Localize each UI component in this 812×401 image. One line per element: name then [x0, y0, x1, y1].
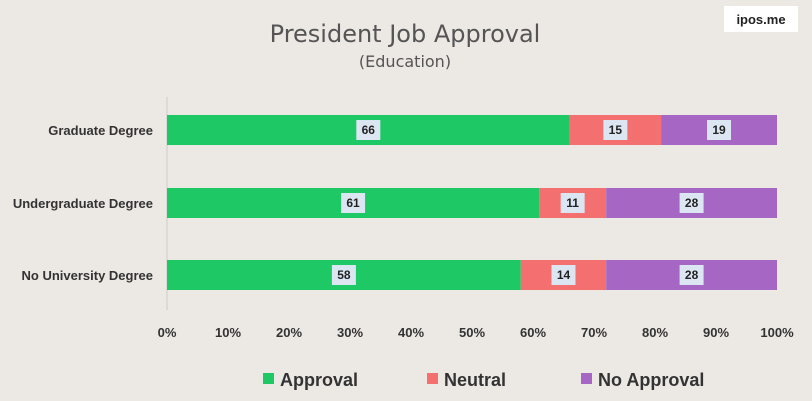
- x-tick-label: 0%: [158, 325, 177, 340]
- x-tick-label: 20%: [276, 325, 302, 340]
- x-tick-label: 30%: [337, 325, 363, 340]
- data-label-box: [707, 120, 732, 140]
- x-tick-label: 100%: [760, 325, 794, 340]
- data-label: 28: [685, 196, 699, 210]
- x-tick-label: 90%: [703, 325, 729, 340]
- x-tick-label: 40%: [398, 325, 424, 340]
- legend-label: Approval: [280, 370, 358, 390]
- x-tick-label: 10%: [215, 325, 241, 340]
- x-tick-label: 60%: [520, 325, 546, 340]
- data-label-box: [679, 265, 704, 285]
- category-label: No University Degree: [22, 268, 154, 283]
- chart-subtitle: (Education): [359, 52, 451, 71]
- data-label: 11: [566, 196, 579, 210]
- data-label-box: [679, 193, 704, 213]
- data-label: 61: [346, 196, 360, 210]
- bars-group: 66 15 19 61 11 28 58 14 28: [167, 115, 777, 290]
- data-label: 58: [337, 268, 351, 282]
- category-label: Undergraduate Degree: [13, 196, 153, 211]
- legend-label: Neutral: [444, 370, 506, 390]
- data-label: 19: [712, 123, 726, 137]
- legend-label: No Approval: [598, 370, 704, 390]
- data-label-box: [560, 193, 585, 213]
- x-tick-labels: 0% 10% 20% 30% 40% 50% 60% 70% 80% 90% 100%: [158, 325, 794, 340]
- data-label-box: [331, 265, 356, 285]
- data-label-box: [356, 120, 381, 140]
- data-label: 14: [557, 268, 571, 282]
- x-tick-label: 80%: [642, 325, 668, 340]
- legend-swatch: [581, 373, 592, 384]
- x-tick-label: 50%: [459, 325, 485, 340]
- legend-swatch: [263, 373, 274, 384]
- data-label: 28: [685, 268, 699, 282]
- data-label: 66: [362, 123, 376, 137]
- x-tick-label: 70%: [581, 325, 607, 340]
- data-label-box: [341, 193, 366, 213]
- data-label: 15: [609, 123, 623, 137]
- chart-title: President Job Approval: [270, 20, 541, 48]
- category-label: Graduate Degree: [48, 123, 153, 138]
- watermark-badge: ipos.me: [724, 6, 798, 32]
- data-label-box: [551, 265, 576, 285]
- legend: Approval Neutral No Approval: [263, 370, 704, 390]
- data-label-box: [603, 120, 628, 140]
- category-labels: Graduate Degree Undergraduate Degree No Un…: [13, 123, 153, 283]
- legend-swatch: [427, 373, 438, 384]
